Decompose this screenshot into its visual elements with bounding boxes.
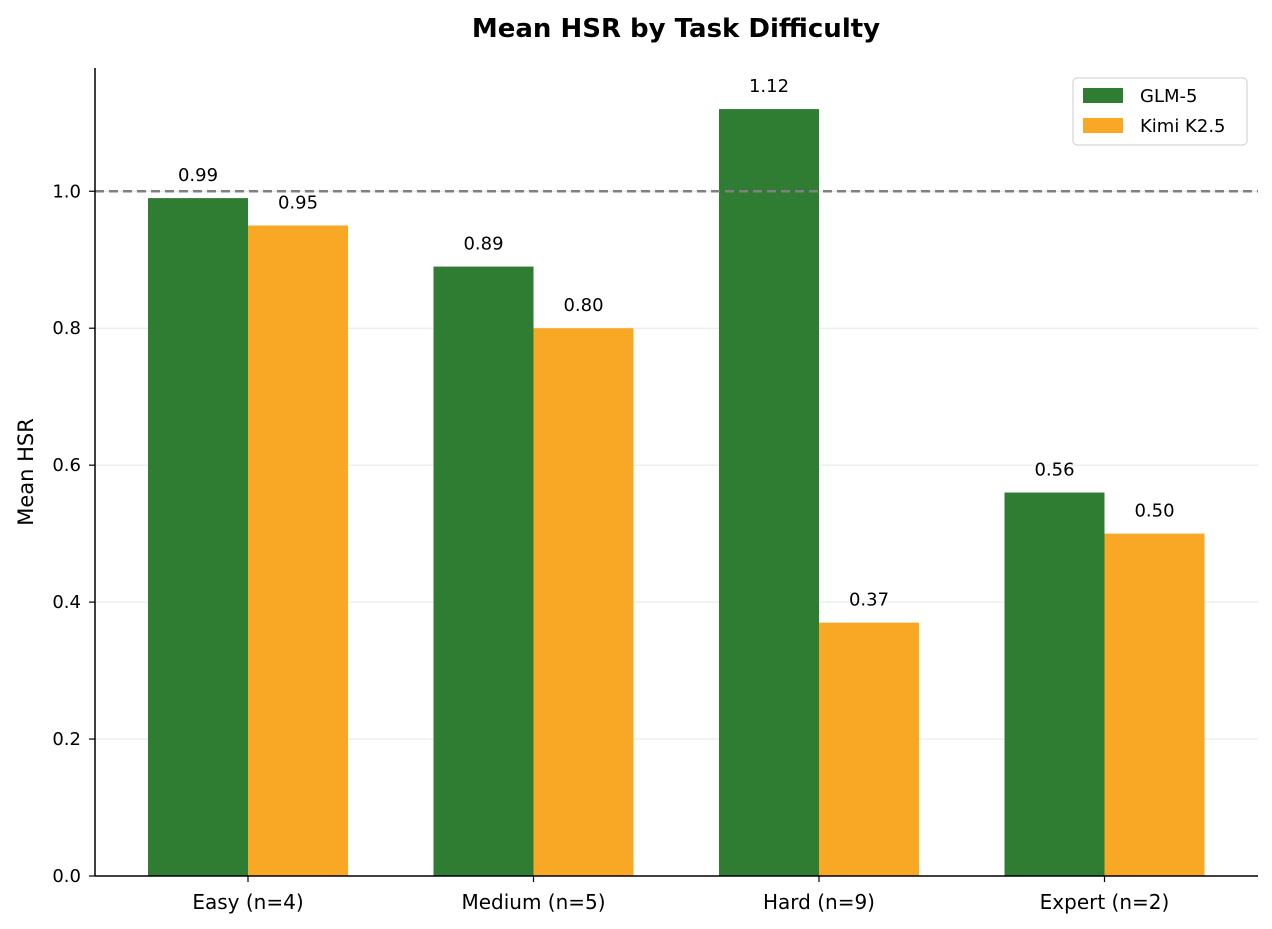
data-label: 0.99 (178, 165, 218, 186)
x-tick-label: Easy (n=4) (192, 890, 303, 914)
legend: GLM-5 Kimi K2.5 (1072, 77, 1248, 146)
x-tick-label: Medium (n=5) (461, 890, 605, 914)
y-tick-label: 0.2 (52, 729, 81, 750)
legend-label: GLM-5 (1140, 86, 1197, 107)
y-tick-label: 0.8 (52, 318, 81, 339)
x-tick-label: Hard (n=9) (763, 890, 875, 914)
data-label: 0.37 (849, 590, 889, 611)
bar-glm-5-2 (719, 109, 819, 877)
bar-glm-5-0 (148, 198, 248, 877)
bar-kimi-k2-5-3 (1104, 533, 1205, 876)
bar-glm-5-3 (1004, 492, 1105, 876)
bars (148, 109, 1205, 877)
bar-kimi-k2-5-0 (248, 225, 348, 877)
data-label: 0.80 (563, 295, 603, 316)
data-label: 0.50 (1134, 501, 1174, 522)
y-axis-label: Mean HSR (14, 418, 38, 526)
legend-swatch (1083, 88, 1123, 103)
y-tick-label: 0.0 (52, 866, 81, 887)
data-label: 0.89 (463, 234, 503, 255)
data-label: 1.12 (749, 76, 789, 97)
y-tick-label: 0.4 (52, 592, 81, 613)
y-tick-label: 0.6 (52, 455, 81, 476)
data-label: 0.95 (278, 192, 318, 213)
data-labels: 0.99 0.95 0.89 0.80 1.12 0.37 0.56 0.50 (178, 76, 1175, 611)
axes: Easy (n=4) Medium (n=5) Hard (n=9) Expert (… (52, 68, 1258, 914)
bar-kimi-k2-5-1 (533, 328, 634, 877)
x-tick-label: Expert (n=2) (1040, 890, 1170, 914)
legend-swatch (1083, 118, 1123, 133)
bar-kimi-k2-5-2 (819, 622, 919, 876)
chart-title: Mean HSR by Task Difficulty (472, 14, 880, 44)
y-tick-label: 1.0 (52, 181, 81, 202)
bar-glm-5-1 (433, 266, 534, 876)
legend-label: Kimi K2.5 (1140, 116, 1226, 137)
data-label: 0.56 (1034, 460, 1074, 481)
